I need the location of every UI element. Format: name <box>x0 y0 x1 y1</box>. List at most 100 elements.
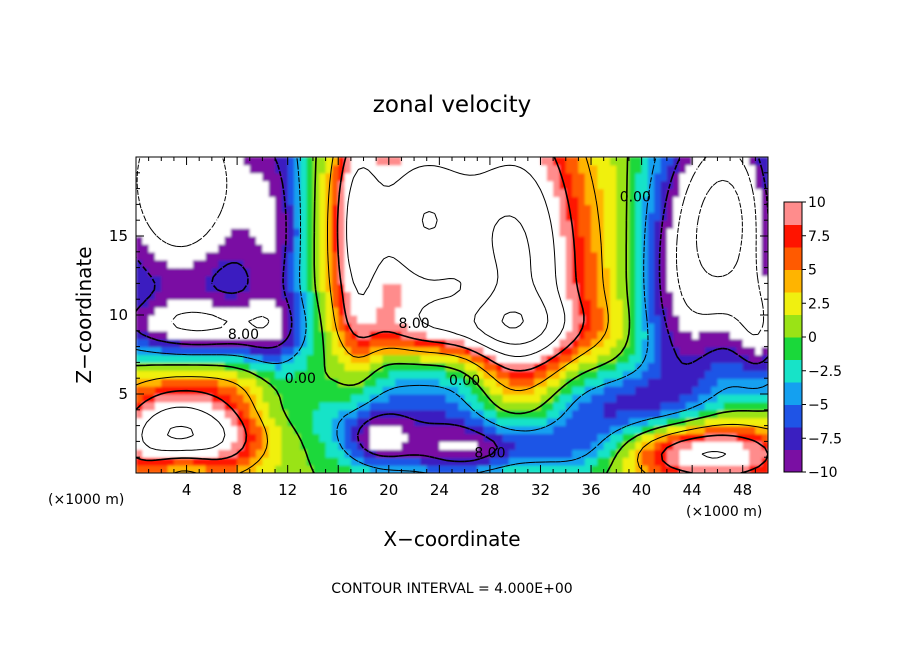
heatmap-cell <box>414 283 421 292</box>
heatmap-cell <box>180 354 188 363</box>
heatmap-cell <box>439 449 447 458</box>
heatmap-cell <box>306 267 314 277</box>
contour-line <box>166 211 549 440</box>
heatmap-cell <box>420 441 428 450</box>
heatmap-cell <box>331 157 339 166</box>
heatmap-cell <box>192 307 200 316</box>
heatmap-cell <box>635 370 643 379</box>
heatmap-cell <box>154 228 162 237</box>
heatmap-cell <box>641 315 649 324</box>
heatmap-cell <box>660 157 668 166</box>
heatmap-cell <box>679 378 687 387</box>
heatmap-cell <box>369 251 377 261</box>
heatmap-cell <box>515 315 523 324</box>
heatmap-cell <box>420 267 428 277</box>
heatmap-cell <box>376 220 384 229</box>
heatmap-cell <box>249 164 257 174</box>
heatmap-cell <box>256 220 263 229</box>
heatmap-cell <box>692 180 700 190</box>
heatmap-cell <box>420 251 428 261</box>
heatmap-cell <box>597 362 605 371</box>
heatmap-cell <box>742 220 750 229</box>
heatmap-cell <box>230 299 238 308</box>
heatmap-cell <box>515 433 523 442</box>
heatmap-cell <box>755 275 763 284</box>
heatmap-cell <box>685 449 693 458</box>
heatmap-cell <box>464 299 472 308</box>
heatmap-cell <box>704 228 712 237</box>
heatmap-cell <box>433 465 440 473</box>
heatmap-cell <box>294 441 301 450</box>
heatmap-cell <box>243 362 251 371</box>
heatmap-cell <box>565 409 573 419</box>
heatmap-cell <box>666 251 674 261</box>
heatmap-cell <box>515 212 523 221</box>
heatmap-cell <box>154 164 162 174</box>
heatmap-cell <box>635 441 643 450</box>
heatmap-cell <box>433 307 440 316</box>
heatmap-cell <box>698 315 706 324</box>
heatmap-cell <box>692 378 700 387</box>
heatmap-cell <box>167 283 175 292</box>
heatmap-cell <box>407 394 415 403</box>
heatmap-cell <box>237 275 245 284</box>
heatmap-cell <box>527 196 535 205</box>
heatmap-cell <box>749 370 756 379</box>
heatmap-cell <box>199 220 207 229</box>
heatmap-cell <box>218 291 226 300</box>
heatmap-cell <box>452 243 459 253</box>
heatmap-cell <box>350 362 358 371</box>
heatmap-cell <box>369 307 377 316</box>
heatmap-cell <box>559 228 567 237</box>
heatmap-cell <box>711 441 719 450</box>
heatmap-cell <box>603 441 611 450</box>
heatmap-cell <box>730 299 737 308</box>
heatmap-cell <box>167 172 175 182</box>
heatmap-cell <box>647 307 655 316</box>
heatmap-cell <box>610 307 617 316</box>
heatmap-cell <box>458 164 466 174</box>
heatmap-cell <box>470 449 478 458</box>
heatmap-cell <box>521 441 529 450</box>
heatmap-cell <box>742 378 750 387</box>
heatmap-cell <box>591 370 598 379</box>
heatmap-cell <box>395 433 403 442</box>
x-tick-label: 16 <box>329 481 348 499</box>
heatmap-cell <box>685 441 693 450</box>
heatmap-cell <box>496 330 504 340</box>
heatmap-cell <box>603 164 611 174</box>
heatmap-cell <box>180 291 188 300</box>
heatmap-cell <box>742 188 750 198</box>
heatmap-cell <box>180 401 188 411</box>
heatmap-cell <box>420 354 428 363</box>
heatmap-cell <box>597 401 605 411</box>
heatmap-cell <box>553 394 561 403</box>
heatmap-cell <box>673 433 681 442</box>
heatmap-cell <box>647 188 655 198</box>
heatmap-cell <box>142 228 150 237</box>
heatmap-cell <box>515 259 523 269</box>
heatmap-cell <box>559 267 567 277</box>
heatmap-cell <box>483 275 491 284</box>
heatmap-cell <box>527 417 535 427</box>
heatmap-cell <box>616 204 624 213</box>
colorbar-tick-label: −7.5 <box>808 431 842 447</box>
heatmap-cell <box>281 307 289 316</box>
heatmap-cell <box>597 425 605 435</box>
heatmap-cell <box>546 204 554 213</box>
heatmap-cell <box>180 243 188 253</box>
heatmap-cell <box>388 354 396 363</box>
heatmap-cell <box>256 243 263 253</box>
heatmap-cell <box>439 315 447 324</box>
heatmap-cell <box>192 409 200 419</box>
heatmap-cell <box>723 386 731 395</box>
heatmap-cell <box>666 457 674 466</box>
heatmap-cell <box>205 299 213 308</box>
heatmap-cell <box>723 409 731 419</box>
heatmap-cell <box>534 275 542 284</box>
heatmap-cell <box>249 172 257 182</box>
heatmap-cell <box>161 354 169 363</box>
heatmap-cell <box>641 157 649 166</box>
heatmap-cell <box>294 457 301 466</box>
heatmap-cell <box>376 449 384 458</box>
